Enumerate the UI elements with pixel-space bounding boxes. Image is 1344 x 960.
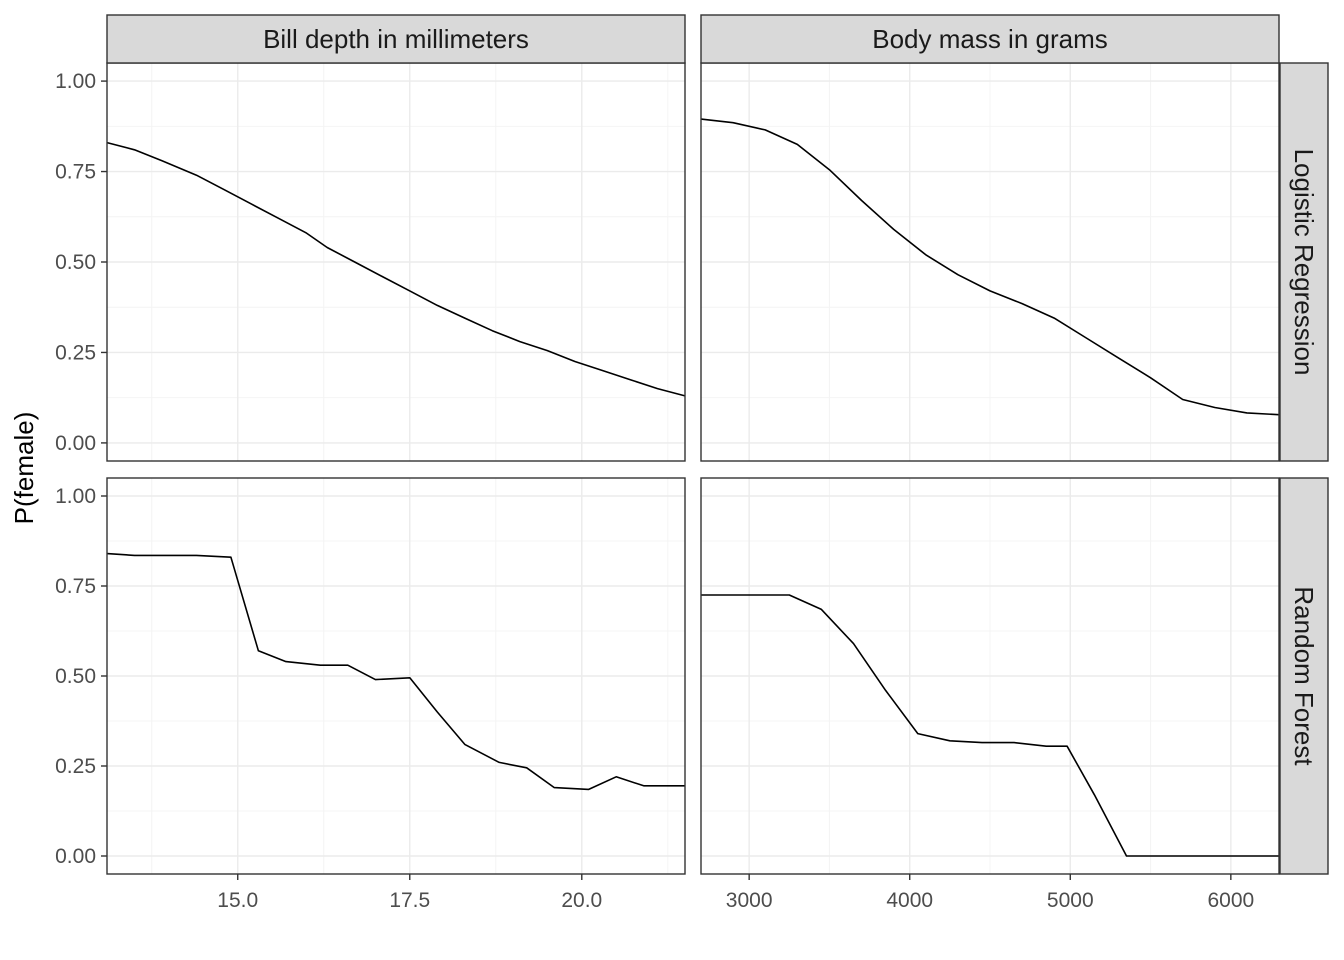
y-tick-label-r2-0.25: 0.25 [55, 755, 96, 778]
column-strip-2 [700, 14, 1280, 64]
x-tick-label-c2-4000: 4000 [886, 889, 933, 912]
x-tick-label-c1-17.5: 17.5 [389, 889, 430, 912]
y-tick-label-r1-0.25: 0.25 [55, 341, 96, 364]
y-tick-label-r2-0.50: 0.50 [55, 665, 96, 688]
row-strip-2 [1279, 477, 1329, 875]
y-tick-label-r1-0.75: 0.75 [55, 161, 96, 184]
y-tick-label-r2-0.00: 0.00 [55, 845, 96, 868]
y-tick-label-r2-1.00: 1.00 [55, 485, 96, 508]
panel-r1-c2-series-line [700, 118, 1280, 416]
column-strip-label-1: Bill depth in millimeters [263, 24, 529, 54]
column-strip-label-2: Body mass in grams [872, 24, 1108, 54]
panel-r2-c1-series-line [106, 552, 685, 791]
panel-r2-c2-border [700, 477, 1280, 875]
row-strip-label-2: Random Forest [1289, 586, 1319, 766]
x-tick-label-c1-20.0: 20.0 [561, 889, 602, 912]
panel-r1-c1-series-line [106, 141, 686, 397]
y-tick-label-r1-1.00: 1.00 [55, 70, 96, 93]
x-tick-label-c1-15.0: 15.0 [217, 889, 258, 912]
panel-r2-c2-series-line [701, 594, 1279, 857]
row-strip-label-1: Logistic Regression [1289, 149, 1319, 376]
column-strip-1 [106, 14, 686, 64]
x-tick-label-c2-3000: 3000 [726, 889, 773, 912]
x-tick-label-c2-5000: 5000 [1047, 889, 1094, 912]
y-tick-label-r1-0.50: 0.50 [55, 251, 96, 274]
row-strip-1 [1279, 62, 1329, 462]
y-axis-title: P(female) [9, 412, 39, 525]
y-tick-label-r1-0.00: 0.00 [55, 432, 96, 455]
y-tick-label-r2-0.75: 0.75 [55, 575, 96, 598]
x-tick-label-c2-6000: 6000 [1207, 889, 1254, 912]
